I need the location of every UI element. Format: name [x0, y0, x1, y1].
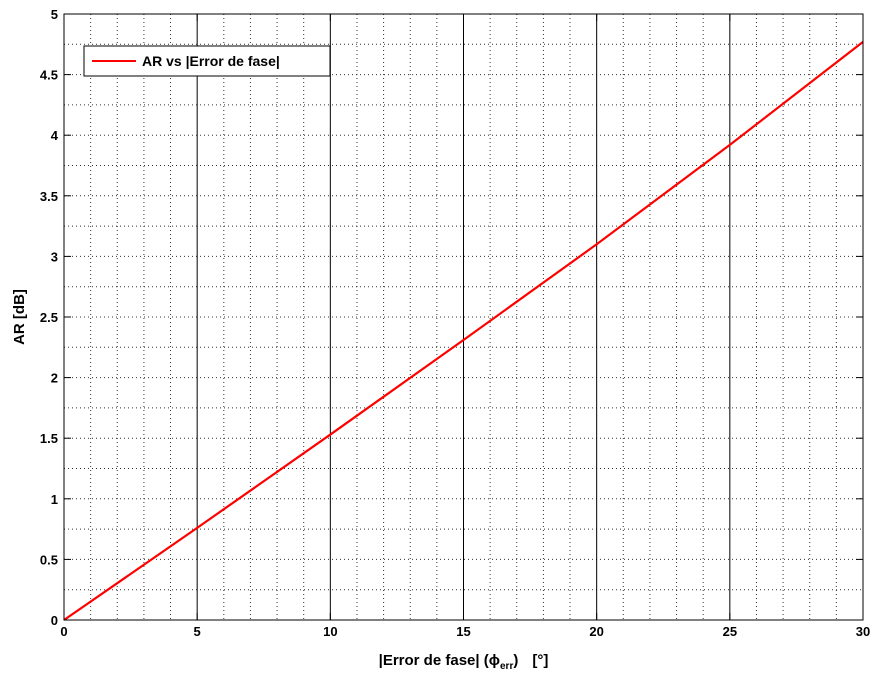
- y-tick-label: 5: [51, 7, 58, 22]
- x-tick-labels: 0 5 10 15 20 25 30: [60, 624, 870, 639]
- x-axis-title-subscript: err: [500, 661, 513, 672]
- y-tick-label: 4: [51, 128, 59, 143]
- minor-grid: [64, 14, 863, 620]
- x-tick-label: 25: [723, 624, 737, 639]
- series-line-ar: [63, 41, 864, 621]
- x-axis-title-main: |Error de fase| (ϕ: [379, 652, 500, 669]
- x-tick-label: 0: [60, 624, 67, 639]
- x-axis-title-close: ): [513, 652, 518, 669]
- y-tick-label: 1: [51, 492, 58, 507]
- x-tick-label: 5: [194, 624, 201, 639]
- legend: AR vs |Error de fase|: [83, 45, 331, 77]
- x-axis-title: |Error de fase| (ϕerr) [°]: [379, 652, 549, 672]
- y-tick-label: 0.5: [40, 552, 58, 567]
- legend-entry-label: AR vs |Error de fase|: [142, 53, 280, 69]
- x-tick-label: 20: [589, 624, 603, 639]
- x-tick-label: 30: [856, 624, 870, 639]
- y-tick-label: 3: [51, 249, 58, 264]
- y-tick-label: 2: [51, 371, 58, 386]
- series-layer: [63, 41, 864, 621]
- y-tick-label: 0: [51, 613, 58, 628]
- x-tick-label: 10: [323, 624, 337, 639]
- y-axis-title: AR [dB]: [11, 289, 28, 345]
- major-grid: [196, 14, 731, 620]
- y-tick-label: 1.5: [40, 431, 58, 446]
- x-axis-title-unit: [°]: [532, 652, 548, 669]
- y-tick-label: 4.5: [40, 68, 58, 83]
- y-tick-labels: 0 0.5 1 1.5 2 2.5 3 3.5 4 4.5 5: [40, 7, 59, 628]
- axis-ticks: [63, 13, 864, 621]
- x-tick-label: 15: [456, 624, 470, 639]
- y-tick-label: 3.5: [40, 189, 58, 204]
- y-tick-label: 2.5: [40, 310, 58, 325]
